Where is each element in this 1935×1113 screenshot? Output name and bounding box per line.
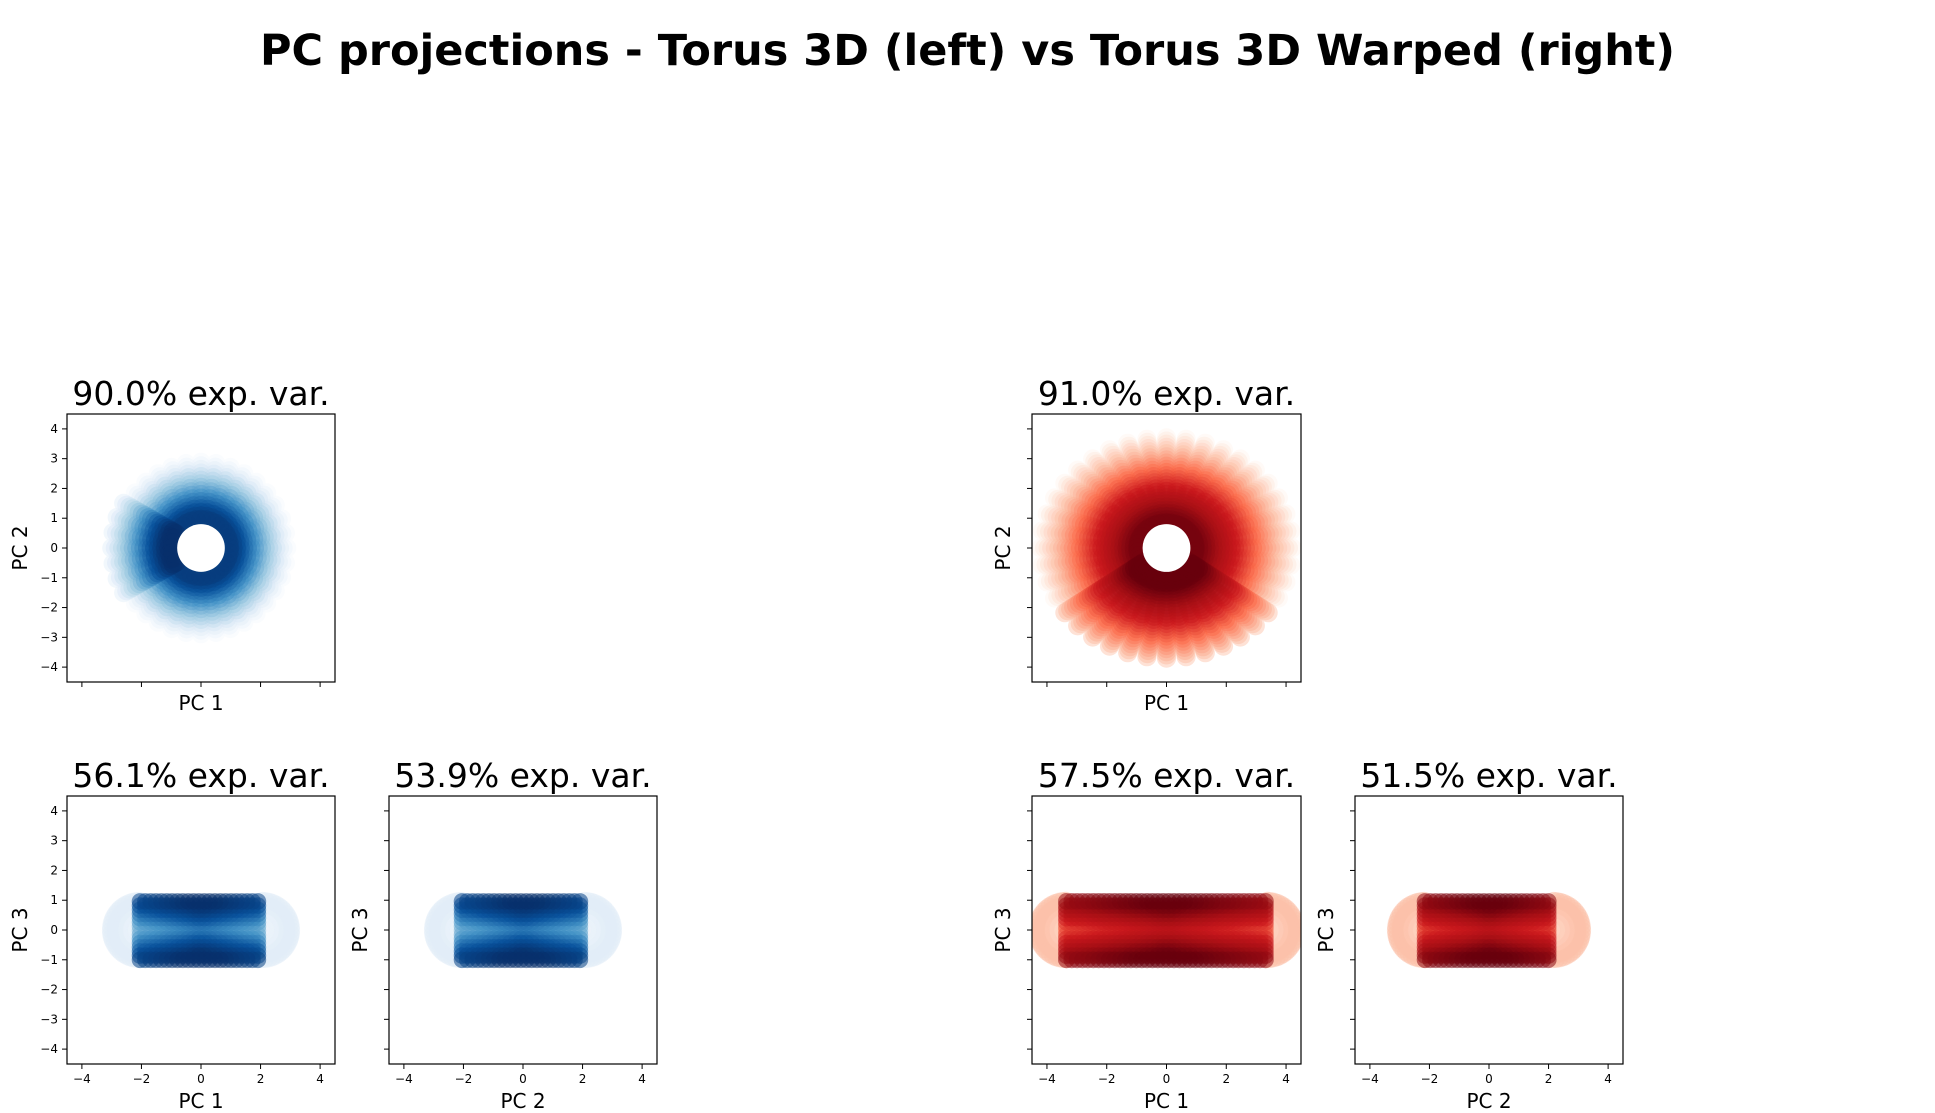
scatter-points	[1386, 891, 1592, 969]
x-axis-label: PC 2	[1466, 1089, 1511, 1113]
scatter-points	[101, 891, 301, 969]
ring-hole	[177, 524, 225, 572]
scatter-points	[1032, 428, 1301, 668]
panel-left-pc2-pc3: −4 −2 0 2 4 53.9% exp. var. PC 2 PC 3	[348, 756, 658, 1113]
x-tick-label: 4	[638, 1072, 646, 1086]
data-point	[190, 951, 208, 969]
y-axis-label: PC 2	[8, 525, 32, 570]
data-point	[190, 893, 208, 910]
x-tick-label: 0	[1485, 1072, 1493, 1086]
data-point	[1160, 893, 1177, 910]
y-axis-label: PC 3	[991, 907, 1015, 952]
x-axis-label: PC 1	[178, 691, 223, 715]
x-tick-label: 0	[197, 1072, 205, 1086]
ring-hole	[1142, 524, 1191, 572]
x-tick-label: 2	[1545, 1072, 1553, 1086]
x-tick-label: 4	[316, 1072, 324, 1086]
y-tick-label: −3	[40, 1012, 58, 1026]
y-axis-label: PC 3	[8, 907, 32, 952]
y-tick-label: −4	[40, 1042, 58, 1056]
y-tick-label: −1	[40, 571, 58, 585]
panel-left-pc1-pc2: −4 −3 −2 −1 0 1 2 3 4 90.0% exp. var. PC 1 PC 2	[8, 374, 336, 715]
x-tick-label: −2	[133, 1072, 151, 1086]
y-tick-label: 1	[50, 511, 58, 525]
x-axis-label: PC 1	[178, 1089, 223, 1113]
y-tick-label: −1	[40, 953, 58, 967]
y-tick-label: 4	[50, 422, 58, 436]
data-point	[1481, 893, 1498, 910]
x-tick-label: 0	[519, 1072, 527, 1086]
panel-title: 91.0% exp. var.	[1038, 374, 1295, 413]
panel-title: 51.5% exp. var.	[1360, 756, 1617, 795]
x-tick-label: −4	[73, 1072, 91, 1086]
y-tick-label: −3	[40, 630, 58, 644]
panel-right-pc1-pc3: −4 −2 0 2 4 57.5% exp. var. PC 1 PC 3	[991, 756, 1302, 1113]
x-tick-label: −4	[1361, 1072, 1379, 1086]
y-tick-label: −4	[40, 660, 58, 674]
y-tick-label: 0	[50, 541, 58, 555]
y-tick-label: 3	[50, 452, 58, 466]
data-point	[1160, 951, 1177, 969]
x-axis-label: PC 1	[1144, 691, 1189, 715]
x-tick-label: −2	[1098, 1072, 1116, 1086]
data-point	[1481, 951, 1498, 969]
y-axis-label: PC 3	[1314, 907, 1338, 952]
y-tick-label: 4	[50, 804, 58, 818]
x-tick-label: −2	[1421, 1072, 1439, 1086]
x-tick-label: 2	[579, 1072, 587, 1086]
x-tick-label: 4	[1604, 1072, 1612, 1086]
y-tick-label: 3	[50, 834, 58, 848]
panel-right-pc2-pc3: −4 −2 0 2 4 51.5% exp. var. PC 2 PC 3	[1314, 756, 1624, 1113]
figure-title: PC projections - Torus 3D (left) vs Toru…	[259, 26, 1676, 76]
data-point	[512, 893, 530, 910]
x-axis-label: PC 1	[1144, 1089, 1189, 1113]
y-tick-label: 0	[50, 923, 58, 937]
data-point	[512, 951, 530, 969]
x-tick-label: 0	[1163, 1072, 1171, 1086]
scatter-points	[1032, 891, 1301, 969]
x-tick-label: −4	[1038, 1072, 1056, 1086]
y-tick-label: −2	[40, 601, 58, 615]
panel-left-pc1-pc3: −4 −2 0 2 4 −4 −3 −2 −1 0 1 2 3 4 56.1% exp. var. PC 1 P…	[8, 756, 336, 1113]
x-tick-label: −2	[455, 1072, 473, 1086]
y-tick-label: 1	[50, 893, 58, 907]
x-tick-label: 2	[257, 1072, 265, 1086]
x-tick-label: 2	[1222, 1072, 1230, 1086]
x-tick-label: 4	[1282, 1072, 1290, 1086]
y-tick-label: 2	[50, 481, 58, 495]
panel-title: 56.1% exp. var.	[72, 756, 329, 795]
panel-title: 57.5% exp. var.	[1038, 756, 1295, 795]
y-axis-label: PC 3	[348, 907, 372, 952]
y-axis-label: PC 2	[991, 525, 1015, 570]
panel-right-pc1-pc2: 91.0% exp. var. PC 1 PC 2	[991, 374, 1302, 715]
panel-title: 53.9% exp. var.	[394, 756, 651, 795]
scatter-points	[423, 891, 623, 969]
y-tick-label: −2	[40, 983, 58, 997]
scatter-points	[102, 449, 300, 647]
x-tick-label: −4	[395, 1072, 413, 1086]
y-tick-label: 2	[50, 863, 58, 877]
x-axis-label: PC 2	[500, 1089, 545, 1113]
panel-title: 90.0% exp. var.	[72, 374, 329, 413]
